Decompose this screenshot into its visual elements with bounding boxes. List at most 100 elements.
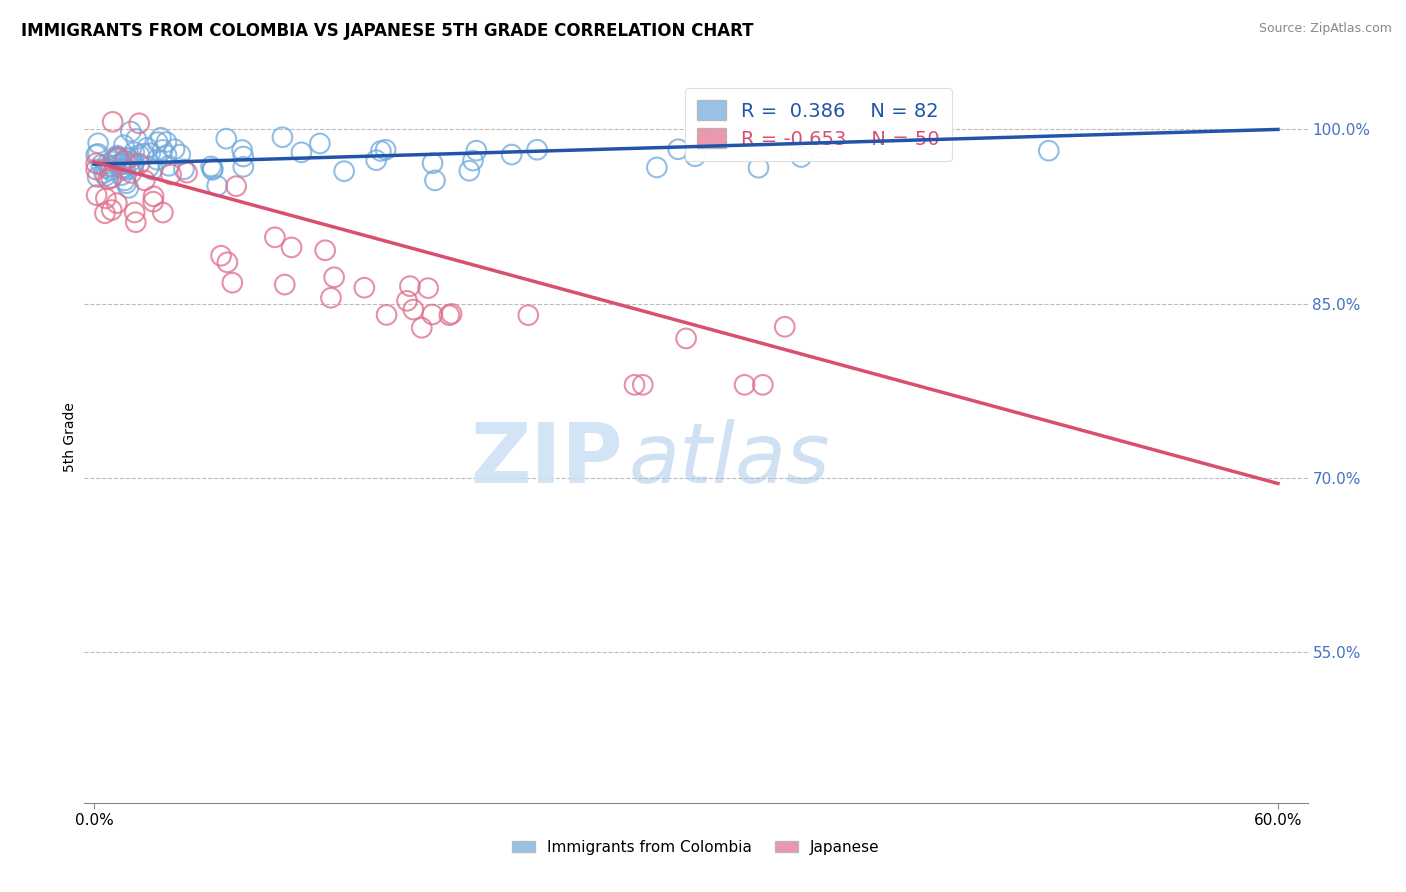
Point bbox=[128, 148, 150, 162]
Point bbox=[101, 154, 124, 169]
Point bbox=[173, 162, 195, 177]
Point bbox=[98, 160, 121, 174]
Point bbox=[90, 158, 112, 172]
Point bbox=[501, 147, 523, 161]
Point bbox=[666, 142, 689, 156]
Point bbox=[225, 179, 247, 194]
Point bbox=[205, 178, 228, 193]
Point bbox=[93, 166, 115, 180]
Point bbox=[422, 156, 444, 170]
Point bbox=[94, 206, 117, 220]
Point bbox=[114, 173, 136, 187]
Point bbox=[105, 196, 128, 211]
Point bbox=[215, 131, 238, 145]
Point bbox=[201, 162, 224, 177]
Point bbox=[683, 149, 706, 163]
Point bbox=[169, 147, 191, 161]
Point bbox=[107, 150, 129, 164]
Point bbox=[149, 130, 172, 145]
Point bbox=[94, 169, 117, 183]
Point bbox=[94, 161, 117, 175]
Point bbox=[111, 168, 134, 182]
Point bbox=[155, 148, 177, 162]
Point bbox=[100, 170, 122, 185]
Text: atlas: atlas bbox=[628, 418, 831, 500]
Point bbox=[115, 177, 138, 191]
Point bbox=[465, 144, 488, 158]
Legend: Immigrants from Colombia, Japanese: Immigrants from Colombia, Japanese bbox=[506, 834, 886, 861]
Point bbox=[100, 202, 122, 217]
Point bbox=[114, 162, 136, 177]
Point bbox=[314, 244, 336, 258]
Point bbox=[110, 161, 132, 176]
Point bbox=[411, 320, 433, 334]
Point bbox=[136, 141, 159, 155]
Point bbox=[84, 148, 107, 162]
Point bbox=[105, 148, 128, 162]
Point bbox=[87, 136, 110, 151]
Point bbox=[104, 153, 127, 167]
Point bbox=[84, 156, 107, 170]
Point bbox=[631, 377, 654, 392]
Point bbox=[274, 277, 297, 292]
Point bbox=[111, 154, 134, 169]
Point bbox=[139, 146, 162, 161]
Point bbox=[747, 161, 769, 175]
Point bbox=[402, 302, 425, 317]
Point bbox=[163, 142, 186, 156]
Point bbox=[645, 161, 668, 175]
Point bbox=[333, 164, 356, 178]
Point bbox=[399, 279, 422, 293]
Point bbox=[117, 152, 139, 166]
Point bbox=[101, 115, 124, 129]
Point bbox=[84, 162, 107, 177]
Point bbox=[128, 157, 150, 171]
Point bbox=[132, 146, 155, 161]
Point bbox=[96, 157, 118, 171]
Text: Source: ZipAtlas.com: Source: ZipAtlas.com bbox=[1258, 22, 1392, 36]
Point bbox=[100, 160, 122, 174]
Point bbox=[124, 205, 146, 219]
Point bbox=[366, 153, 388, 168]
Point bbox=[98, 163, 121, 178]
Point bbox=[125, 132, 148, 146]
Y-axis label: 5th Grade: 5th Grade bbox=[63, 402, 77, 472]
Point bbox=[117, 181, 139, 195]
Point bbox=[773, 319, 796, 334]
Point bbox=[280, 240, 302, 254]
Text: ZIP: ZIP bbox=[470, 418, 623, 500]
Point bbox=[752, 377, 775, 392]
Point bbox=[200, 160, 222, 174]
Point bbox=[264, 230, 287, 244]
Point bbox=[86, 169, 108, 184]
Point bbox=[117, 151, 139, 165]
Point bbox=[110, 156, 132, 170]
Point bbox=[623, 377, 645, 392]
Point bbox=[94, 191, 117, 205]
Point bbox=[160, 168, 183, 182]
Point bbox=[675, 331, 697, 345]
Point bbox=[112, 161, 135, 175]
Point bbox=[734, 377, 756, 392]
Point bbox=[526, 143, 548, 157]
Point bbox=[370, 144, 392, 158]
Point bbox=[146, 153, 169, 167]
Point bbox=[290, 145, 312, 160]
Point bbox=[122, 157, 145, 171]
Point bbox=[201, 161, 224, 176]
Point bbox=[810, 141, 832, 155]
Point bbox=[152, 205, 174, 219]
Point bbox=[114, 153, 136, 168]
Point bbox=[319, 291, 342, 305]
Point bbox=[232, 149, 254, 163]
Point bbox=[1038, 144, 1060, 158]
Point bbox=[112, 138, 135, 153]
Point bbox=[271, 130, 294, 145]
Point bbox=[142, 194, 165, 209]
Point bbox=[105, 151, 128, 165]
Point bbox=[86, 188, 108, 202]
Point bbox=[142, 189, 165, 203]
Point bbox=[374, 143, 396, 157]
Point bbox=[128, 116, 150, 130]
Point bbox=[120, 166, 142, 180]
